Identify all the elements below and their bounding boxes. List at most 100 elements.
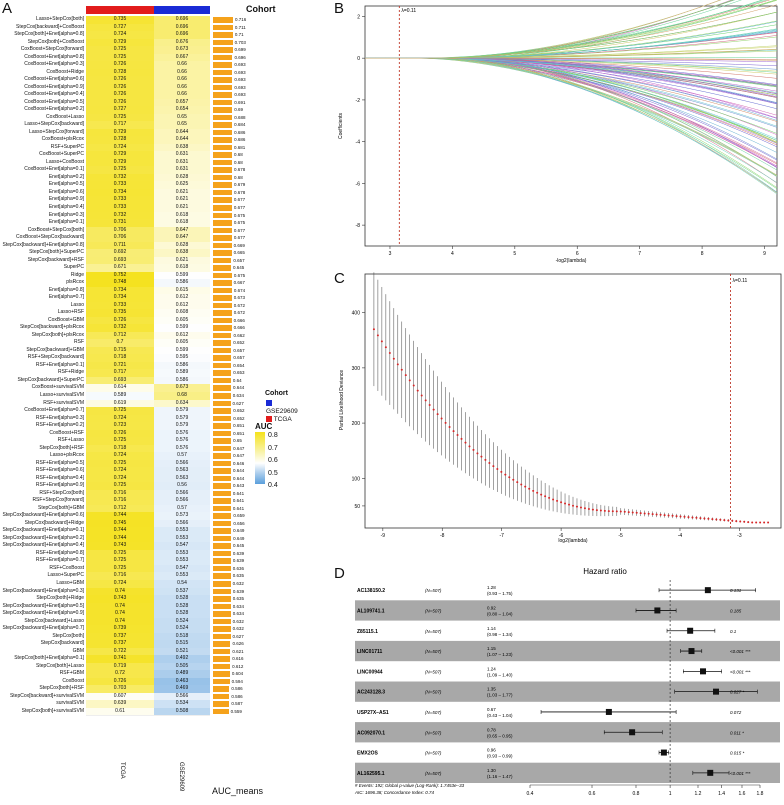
- model-label: CoxBoost+StepCox[forward]: [20, 46, 84, 53]
- n-label: (N=507): [425, 710, 442, 715]
- model-label: StepCox[backward]+RSF: [27, 256, 84, 263]
- hr-marker: [660, 749, 667, 756]
- x-tick-label: 5: [513, 251, 516, 257]
- x-axis-label: log2(lambda): [558, 538, 588, 544]
- auc-mean-bar: [213, 227, 232, 234]
- auc-mean-value: 0.64: [232, 377, 242, 383]
- auc-cell: 0.61: [86, 707, 154, 717]
- deviance-point: [476, 452, 479, 455]
- auc-mean-bar: [213, 475, 231, 482]
- deviance-point: [727, 519, 730, 522]
- gene-label: USP27X–AS1: [357, 710, 389, 716]
- model-label: StepCox[both]+Lasso: [36, 662, 84, 669]
- deviance-point: [488, 462, 491, 465]
- model-label: Lasso+StepCox[both]: [36, 16, 84, 22]
- auc-mean-bar: [213, 189, 232, 196]
- hr-value: 0.67: [487, 707, 496, 712]
- auc-mean-bar: [213, 708, 229, 715]
- auc-mean-bar: [213, 159, 232, 166]
- model-label: RSF+Enet[alpha=0.2]: [35, 422, 84, 429]
- auc-mean-bar: [213, 573, 231, 579]
- auc-mean-value: 0.634: [232, 611, 244, 617]
- deviance-point: [548, 496, 551, 499]
- auc-mean-bar: [213, 62, 233, 68]
- deviance-point: [659, 513, 662, 516]
- auc-mean-value: 0.657: [233, 355, 245, 361]
- deviance-point: [380, 340, 383, 343]
- x-tick-label: -8: [440, 533, 445, 539]
- model-label: Lasso+SuperPC: [47, 572, 84, 579]
- gene-label: EMX2OS: [357, 751, 379, 757]
- model-label: StepCox[backward]+Enet[alpha=0.1]: [2, 527, 84, 534]
- auc-mean-value: 0.647: [233, 453, 245, 459]
- forest-row-shade: [355, 762, 780, 783]
- x-tick-label: -9: [381, 533, 386, 539]
- model-label: GBM: [72, 647, 84, 654]
- auc-mean-bar: [213, 39, 233, 46]
- y-tick-label: 400: [352, 311, 361, 317]
- auc-mean-bar: [213, 377, 231, 384]
- auc-mean-bar: [213, 565, 231, 572]
- x-tick-label: -6: [559, 533, 564, 539]
- model-label: Enet[alpha=0.1]: [48, 219, 84, 226]
- p-value: 0.131: [730, 588, 742, 593]
- model-label: CoxBoost+SuperPC: [39, 151, 84, 158]
- model-label: StepCox[backward]+CoxBoost: [16, 23, 84, 30]
- auc-mean-bar: [213, 152, 232, 158]
- model-label: Lasso+GBM: [56, 580, 84, 586]
- auc-mean-bar: [213, 205, 232, 211]
- auc-mean-bar: [213, 385, 231, 391]
- auc-mean-bar: [213, 393, 231, 399]
- auc-mean-bar: [213, 528, 232, 534]
- auc-mean-bar: [213, 671, 230, 677]
- model-label: CoxBoost+GBM: [48, 316, 84, 323]
- deviance-point: [404, 374, 407, 377]
- deviance-point: [512, 478, 515, 481]
- deviance-point: [695, 516, 698, 519]
- deviance-point: [492, 465, 495, 468]
- deviance-point: [468, 445, 471, 448]
- auc-mean-value: 0.678: [233, 167, 246, 173]
- deviance-point: [428, 404, 431, 407]
- auc-mean-bar: [213, 107, 233, 113]
- model-label: RSF+Enet[alpha=0.3]: [35, 414, 84, 421]
- auc-mean-bar: [213, 596, 231, 602]
- model-label: StepCox[backward]+Ridge: [24, 519, 84, 526]
- deviance-point: [572, 504, 574, 507]
- auc-mean-bar: [213, 99, 233, 106]
- auc-mean-bar: [213, 520, 232, 527]
- cohort-header-label: Cohort: [246, 4, 276, 14]
- model-label: StepCox[backward]+Enet[alpha=0.9]: [2, 610, 84, 617]
- deviance-point: [544, 495, 547, 498]
- header-gse-bar: [154, 6, 210, 14]
- deviance-point: [671, 514, 674, 517]
- auc-mean-bar: [213, 453, 232, 459]
- model-label: StepCox[both]+Ridge: [36, 595, 84, 602]
- deviance-point: [743, 520, 746, 523]
- auc-mean-value: 0.654: [233, 362, 245, 368]
- auc-mean-value: 0.649: [233, 528, 245, 534]
- n-label: (N=507): [425, 588, 442, 593]
- auc-mean-bar: [213, 408, 232, 414]
- auc-mean-value: 0.627: [232, 633, 244, 639]
- model-label: StepCox[backward]+GBM: [26, 346, 84, 353]
- model-label: Ridge: [70, 271, 84, 278]
- deviance-point: [627, 511, 630, 514]
- model-label: StepCox[backward]+Enet[alpha=0.7]: [2, 625, 84, 632]
- auc-mean-bar: [213, 122, 233, 128]
- auc-mean-bar: [213, 325, 232, 331]
- x-tick-label: 3: [389, 251, 392, 257]
- deviance-point: [552, 498, 555, 501]
- gene-label: AC138150.2: [357, 588, 385, 594]
- gene-label: AC092070.1: [357, 730, 385, 736]
- deviance-point: [651, 513, 654, 516]
- y-tick-label: 200: [352, 421, 361, 427]
- auc-mean-value: 0.652: [233, 408, 245, 414]
- auc-mean-value: 0.696: [234, 54, 246, 60]
- deviance-point: [711, 518, 714, 521]
- auc-legend-tick: 0.6: [268, 457, 278, 464]
- model-label: CoxBoost+Lasso: [46, 113, 84, 120]
- deviance-point: [747, 521, 750, 524]
- p-value: 0.011 *: [730, 730, 744, 735]
